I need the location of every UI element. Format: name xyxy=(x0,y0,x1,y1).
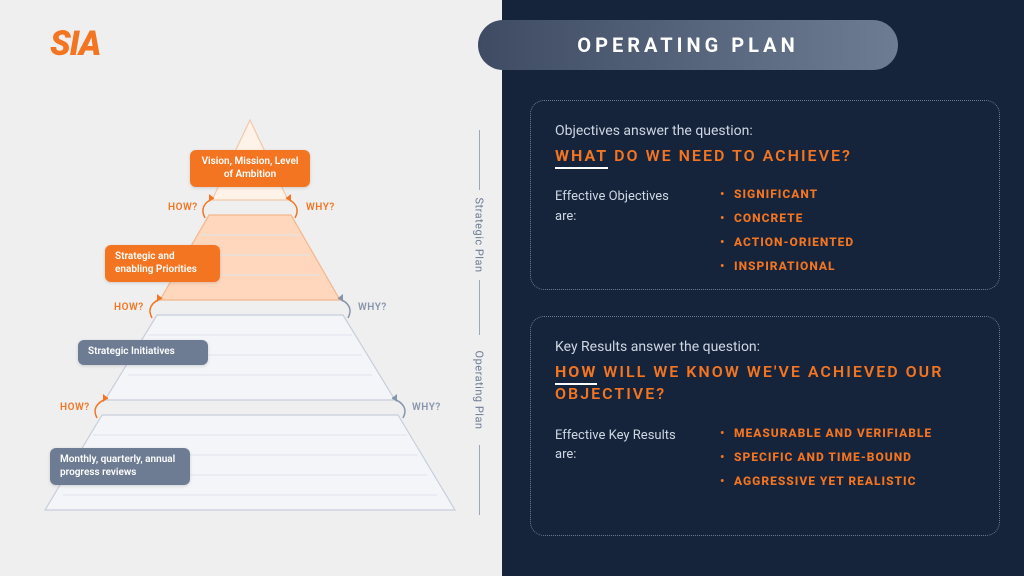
pyramid-layer-2-label: Strategic and enabling Priorities xyxy=(105,245,220,282)
keyresults-bullet: SPECIFIC AND TIME-BOUND xyxy=(720,450,932,464)
pyramid-layer-4-label: Monthly, quarterly, annual progress revi… xyxy=(50,448,190,485)
how-label-2: HOW? xyxy=(114,302,144,313)
why-label-3: WHY? xyxy=(412,402,441,413)
objectives-effective-label: Effective Objectives are: xyxy=(555,187,690,283)
how-label-1: HOW? xyxy=(168,202,198,213)
keyresults-rest: WILL WE KNOW WE'VE ACHIEVED OUR OBJECTIV… xyxy=(555,362,943,403)
pyramid-layer-3-label: Strategic Initiatives xyxy=(78,340,208,365)
operating-plan-pill: OPERATING PLAN xyxy=(478,20,898,70)
keyresults-effective-label: Effective Key Results are: xyxy=(555,426,690,498)
objectives-rest: DO WE NEED TO ACHIEVE? xyxy=(608,146,852,165)
keyresults-lead: Key Results answer the question: xyxy=(555,339,975,355)
why-label-2: WHY? xyxy=(358,302,387,313)
pyramid-diagram: Vision, Mission, Level of Ambition Strat… xyxy=(0,0,502,576)
objectives-bullet: CONCRETE xyxy=(720,211,854,225)
keyresults-question: HOW WILL WE KNOW WE'VE ACHIEVED OUR OBJE… xyxy=(555,361,975,406)
how-label-3: HOW? xyxy=(60,402,90,413)
objectives-bullet: INSPIRATIONAL xyxy=(720,259,854,273)
objectives-bullet: SIGNIFICANT xyxy=(720,187,854,201)
pyramid-svg xyxy=(0,0,502,576)
left-panel: SIA xyxy=(0,0,502,576)
keyresults-keyword: HOW xyxy=(555,362,597,385)
why-label-1: WHY? xyxy=(306,202,335,213)
keyresults-bullets: MEASURABLE AND VERIFIABLE SPECIFIC AND T… xyxy=(720,426,932,498)
right-panel: OPERATING PLAN Objectives answer the que… xyxy=(502,0,1024,576)
objectives-card: Objectives answer the question: WHAT DO … xyxy=(530,100,1000,290)
objectives-question: WHAT DO WE NEED TO ACHIEVE? xyxy=(555,145,975,167)
objectives-bullet: ACTION-ORIENTED xyxy=(720,235,854,249)
rail-strategic-plan: Strategic Plan xyxy=(473,197,486,272)
objectives-lead: Objectives answer the question: xyxy=(555,123,975,139)
keyresults-card: Key Results answer the question: HOW WIL… xyxy=(530,316,1000,536)
rail-operating-plan: Operating Plan xyxy=(473,351,486,430)
objectives-bullets: SIGNIFICANT CONCRETE ACTION-ORIENTED INS… xyxy=(720,187,854,283)
pyramid-rail: Strategic Plan Operating Plan xyxy=(470,130,488,530)
keyresults-bullet: MEASURABLE AND VERIFIABLE xyxy=(720,426,932,440)
keyresults-bullet: AGGRESSIVE YET REALISTIC xyxy=(720,474,932,488)
pyramid-layer-1-label: Vision, Mission, Level of Ambition xyxy=(190,150,310,187)
objectives-keyword: WHAT xyxy=(555,146,608,169)
